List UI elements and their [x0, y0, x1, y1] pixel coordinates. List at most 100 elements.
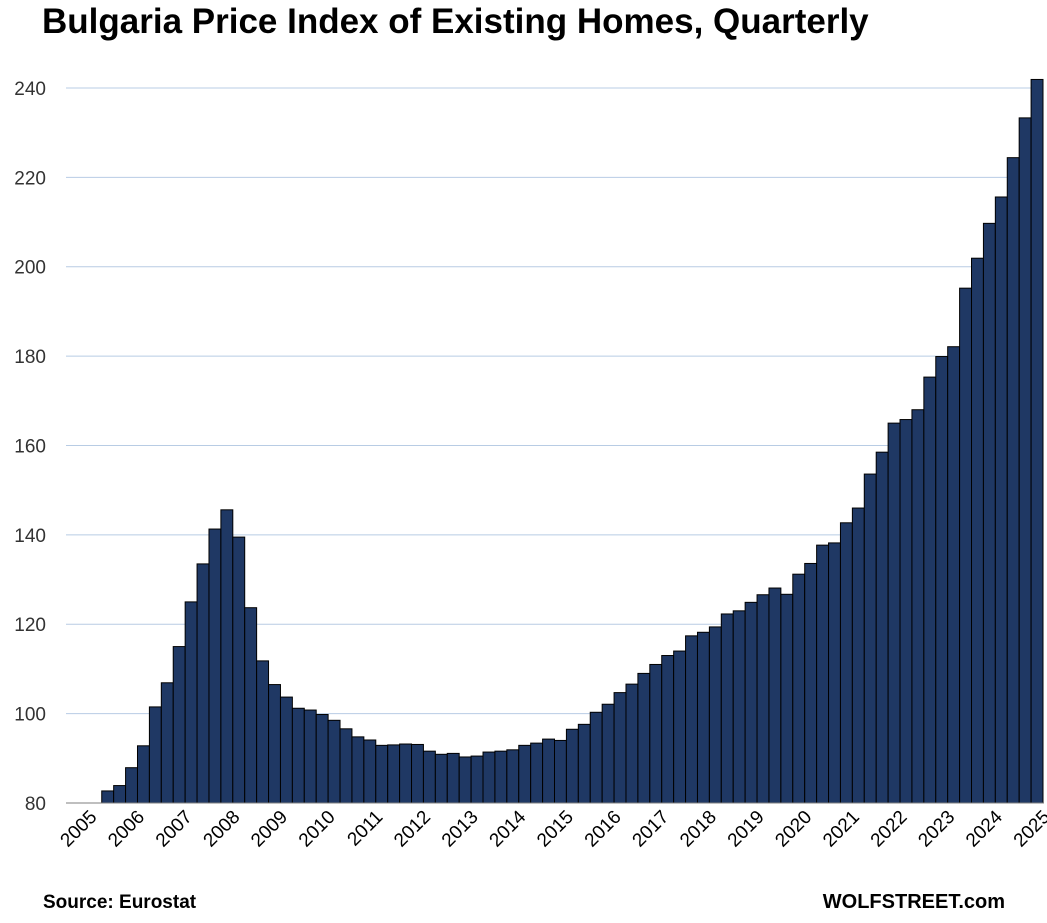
bar-2024-Q4: [1006, 157, 1020, 804]
chart-title: Bulgaria Price Index of Existing Homes, …: [42, 2, 869, 41]
bar-2009-Q2: [268, 684, 281, 804]
bar-2021-Q2: [839, 522, 853, 804]
bar-2010-Q4: [339, 728, 353, 804]
x-tick-label: 2013: [438, 807, 483, 852]
bar-2021-Q4: [863, 473, 877, 804]
bar-2007-Q4: [196, 563, 210, 804]
source-note: Source: Eurostat: [43, 892, 197, 913]
bar-2016-Q1: [589, 711, 603, 804]
bar-2008-Q2: [220, 509, 234, 804]
bar-2012-Q2: [411, 743, 424, 804]
x-tick-label: 2012: [390, 807, 435, 852]
bar-2024-Q3: [994, 196, 1008, 804]
y-tick-label: 180: [14, 347, 46, 368]
bar-2022-Q1: [875, 451, 889, 804]
x-tick-label: 2020: [771, 807, 816, 852]
bar-2018-Q2: [696, 631, 710, 804]
bar-2007-Q3: [184, 601, 198, 804]
x-tick-label: 2022: [867, 807, 912, 852]
y-tick-label: 80: [25, 794, 46, 815]
bar-2019-Q4: [768, 587, 782, 804]
bar-2013-Q2: [458, 756, 472, 804]
bar-2024-Q2: [982, 222, 996, 804]
bar-2007-Q2: [172, 646, 186, 804]
bar-2011-Q2: [363, 739, 377, 804]
y-axis-ticks: 80 100 120 140 160 180 200 220 240: [14, 79, 46, 815]
x-tick-label: 2023: [914, 807, 959, 852]
bar-2023-Q4: [959, 287, 973, 804]
x-tick-label: 2024: [962, 806, 1007, 851]
bar-2025-Q1: [1018, 117, 1032, 804]
bar-2012-Q4: [434, 753, 448, 804]
x-axis-ticks: 2005 2006 2007 2008 2009 2010 2011 2012 2013 2014…: [57, 806, 1047, 851]
bar-2015-Q3: [565, 728, 579, 804]
bar-2013-Q4: [482, 751, 496, 804]
bar-2014-Q4: [530, 742, 544, 804]
bar-2008-Q1: [208, 528, 222, 804]
bar-2017-Q4: [673, 650, 687, 804]
bar-2022-Q3: [899, 419, 913, 804]
y-tick-label: 160: [14, 436, 46, 457]
x-tick-label: 2015: [533, 807, 578, 852]
bar-2006-Q3: [136, 745, 150, 804]
y-tick-label: 240: [14, 79, 46, 100]
bar-2018-Q1: [685, 635, 698, 804]
bar-2007-Q1: [160, 682, 174, 804]
y-tick-label: 200: [14, 258, 46, 279]
brand-note: WOLFSTREET.com: [822, 891, 1005, 913]
bar-2013-Q3: [470, 755, 484, 804]
bars: [101, 78, 1044, 804]
bar-2019-Q1: [732, 610, 746, 804]
bar-2015-Q2: [554, 739, 567, 804]
x-tick-label: 2025: [1010, 807, 1047, 852]
bar-2016-Q4: [625, 683, 639, 804]
bar-2011-Q1: [351, 736, 365, 804]
bar-2012-Q3: [422, 750, 436, 804]
bar-2016-Q2: [601, 703, 615, 804]
bar-2008-Q4: [244, 607, 258, 804]
bar-2023-Q1: [923, 376, 937, 804]
bar-2020-Q1: [780, 593, 794, 804]
x-tick-label: 2021: [819, 807, 864, 852]
bar-2010-Q2: [315, 714, 329, 804]
bar-2022-Q2: [887, 422, 901, 804]
bar-2014-Q1: [494, 750, 508, 804]
bar-2018-Q4: [720, 613, 734, 804]
x-tick-label: 2014: [486, 806, 531, 851]
bar-2011-Q3: [375, 744, 389, 804]
x-tick-label: 2017: [629, 807, 674, 852]
bar-2024-Q1: [971, 257, 984, 804]
x-tick-label: 2019: [724, 807, 769, 852]
bar-2014-Q2: [506, 749, 520, 804]
bar-2006-Q4: [148, 706, 162, 804]
x-tick-label: 2009: [247, 807, 292, 852]
bar-2016-Q3: [613, 692, 627, 804]
x-tick-label: 2005: [57, 807, 102, 852]
bar-2017-Q3: [661, 655, 675, 804]
bar-2008-Q3: [232, 536, 246, 804]
bar-2014-Q3: [518, 744, 532, 804]
bar-2023-Q2: [935, 356, 949, 804]
x-tick-label: 2011: [344, 807, 388, 851]
x-tick-label: 2008: [200, 807, 245, 852]
x-tick-label: 2006: [104, 807, 149, 852]
bar-2009-Q4: [291, 707, 305, 804]
bar-2006-Q1: [113, 785, 127, 804]
bar-2018-Q3: [708, 626, 722, 804]
bar-2010-Q3: [327, 719, 341, 804]
bar-2020-Q3: [804, 562, 818, 804]
x-tick-label: 2016: [581, 807, 626, 852]
y-tick-label: 140: [14, 526, 46, 547]
bar-2013-Q1: [446, 752, 460, 804]
x-tick-label: 2007: [152, 807, 197, 852]
bar-2021-Q3: [851, 507, 865, 804]
bar-2009-Q1: [256, 660, 270, 804]
bar-2022-Q4: [911, 409, 925, 804]
y-tick-label: 100: [14, 705, 46, 726]
bar-2020-Q4: [816, 544, 830, 804]
bar-2011-Q4: [387, 744, 401, 804]
bar-2009-Q3: [279, 696, 293, 804]
bar-2025-Q2: [1030, 78, 1044, 804]
bar-2023-Q3: [947, 346, 961, 804]
